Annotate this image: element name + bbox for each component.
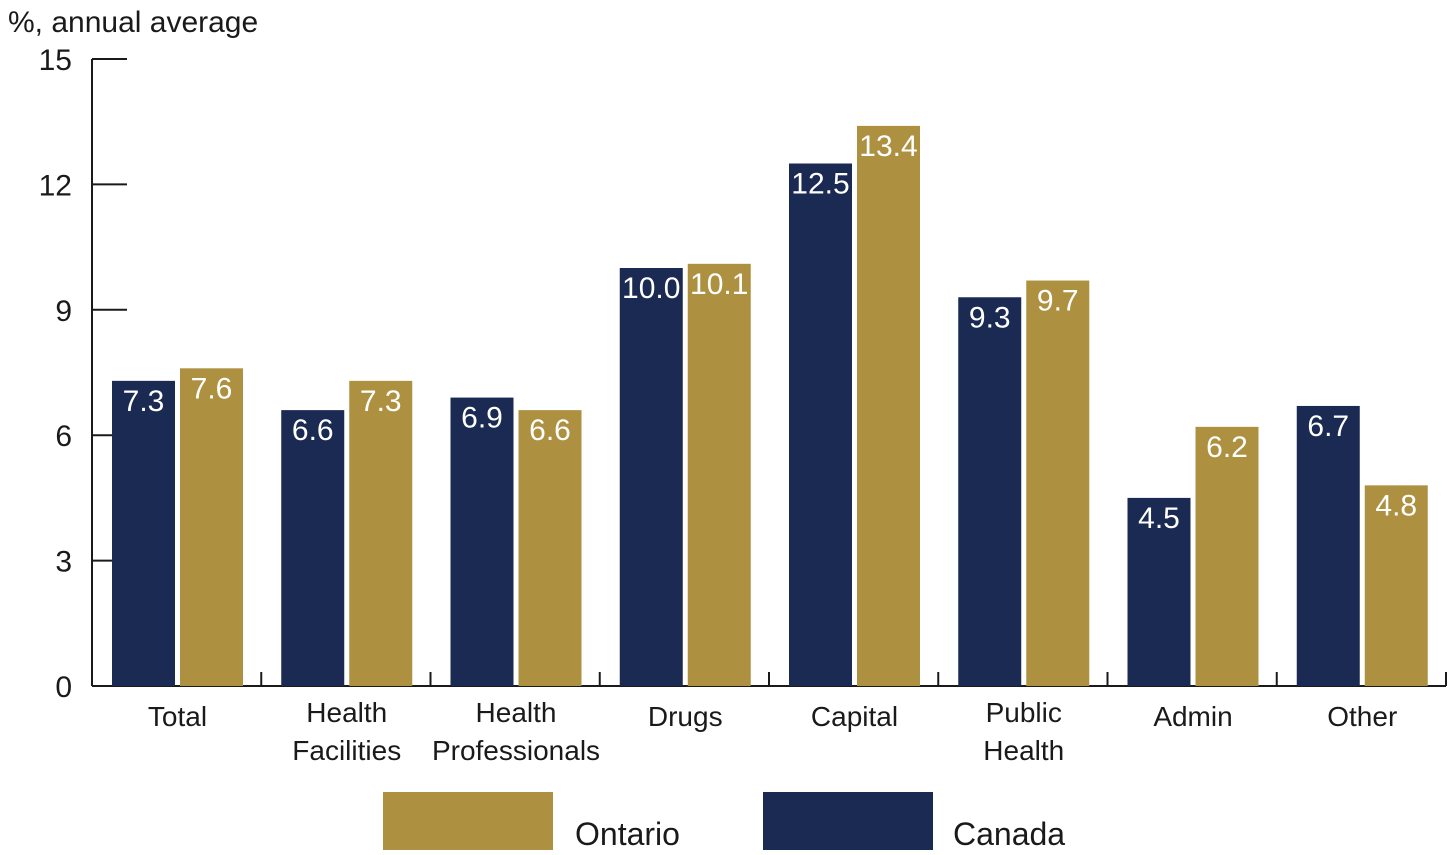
data-label-ontario-4: 13.4 (859, 130, 917, 163)
data-labels: 7.3 6.6 6.9 10.0 12.5 9.3 4.5 6.7 7.6 7.3 6.6 10.1 1… (123, 130, 1417, 535)
y-tick-label: 12 (39, 169, 72, 202)
x-tick-label-4: Capital (811, 701, 898, 732)
bar-canada-2 (450, 397, 514, 686)
x-tick-label-7: Other (1327, 701, 1397, 732)
legend: Ontario Canada (383, 792, 1065, 852)
bar-canada-4 (789, 163, 852, 686)
y-tick-label: 9 (55, 295, 72, 328)
data-label-ontario-2: 6.6 (529, 414, 571, 447)
bar-canada-3 (619, 268, 683, 686)
bar-canada-6 (1127, 497, 1191, 686)
data-label-ontario-1: 7.3 (360, 385, 402, 418)
bar-canada-0 (112, 380, 175, 686)
x-tick-label-3: Drugs (648, 701, 723, 732)
bar-ontario-7 (1364, 485, 1428, 686)
legend-label-canada: Canada (953, 816, 1065, 850)
data-label-ontario-3: 10.1 (690, 268, 748, 301)
bars (112, 125, 1428, 686)
x-tick-label-6: Admin (1153, 701, 1232, 732)
x-tick-label-1: Health Facilities (292, 697, 401, 766)
data-label-canada-2: 6.9 (461, 402, 503, 435)
data-label-ontario-5: 9.7 (1037, 285, 1079, 318)
y-axis-unit-label: %, annual average (8, 6, 258, 39)
legend-swatch-ontario (383, 792, 553, 852)
bar-canada-1 (281, 410, 345, 686)
data-label-canada-6: 4.5 (1138, 502, 1180, 535)
data-label-ontario-7: 4.8 (1375, 489, 1417, 522)
bar-ontario-3 (687, 263, 751, 686)
bar-canada-7 (1296, 405, 1360, 686)
data-label-canada-5: 9.3 (969, 301, 1011, 334)
x-tick-label-0: Total (148, 701, 207, 732)
legend-label-ontario: Ontario (575, 816, 680, 850)
y-tick-label: 0 (55, 671, 72, 704)
data-label-canada-7: 6.7 (1307, 410, 1349, 443)
data-label-ontario-6: 6.2 (1206, 431, 1248, 464)
x-tick-label-2: Health Professionals (432, 697, 600, 766)
data-label-canada-4: 12.5 (791, 168, 849, 201)
data-label-ontario-0: 7.6 (191, 372, 233, 405)
bar-ontario-4 (857, 125, 920, 686)
y-tick-label: 6 (55, 420, 72, 453)
data-label-canada-3: 10.0 (622, 272, 680, 305)
x-tick-labels: Total Health Facilities Health Professionals… (148, 697, 1397, 766)
bar-canada-5 (958, 297, 1022, 686)
data-label-canada-0: 7.3 (123, 385, 165, 418)
bar-ontario-6 (1195, 426, 1259, 686)
y-tick-label: 15 (39, 44, 72, 77)
bar-ontario-5 (1026, 280, 1090, 686)
bar-ontario-0 (180, 368, 243, 686)
bar-ontario-2 (518, 410, 582, 686)
data-label-canada-1: 6.6 (292, 414, 334, 447)
x-tick-label-5: Public Health (983, 697, 1064, 766)
legend-swatch-canada (763, 792, 933, 852)
bar-ontario-1 (349, 380, 413, 686)
y-tick-label: 3 (55, 546, 72, 579)
